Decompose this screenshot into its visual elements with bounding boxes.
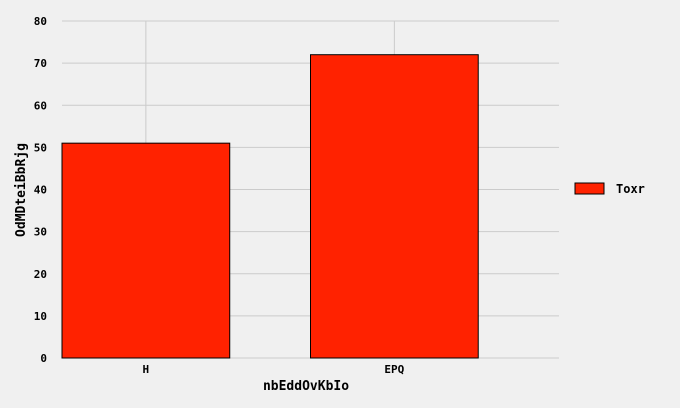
y-tick-label: 60	[34, 99, 47, 112]
bar-epq	[310, 54, 479, 359]
y-axis-ticks: 0 10 20 30 40 50 60 70 80	[34, 15, 47, 365]
y-tick-label: 30	[34, 226, 47, 239]
y-tick-label: 20	[34, 268, 47, 281]
legend: Toxr	[574, 182, 645, 196]
y-axis-label: OdMDteiBbRjg	[14, 143, 29, 237]
x-axis-label: nbEddOvKbIo	[263, 379, 349, 394]
x-tick-label: EPQ	[384, 363, 404, 376]
x-tick-label: H	[143, 363, 150, 376]
y-tick-label: 80	[34, 15, 47, 28]
y-tick-label: 10	[34, 310, 47, 323]
legend-swatch	[574, 182, 605, 195]
bars	[61, 54, 479, 359]
bar-h	[61, 142, 231, 359]
y-tick-label: 40	[34, 184, 47, 197]
y-tick-label: 70	[34, 57, 47, 70]
legend-label: Toxr	[616, 182, 645, 196]
x-axis-ticks: H EPQ	[143, 363, 405, 376]
y-tick-label: 0	[40, 352, 47, 365]
y-tick-label: 50	[34, 141, 47, 154]
